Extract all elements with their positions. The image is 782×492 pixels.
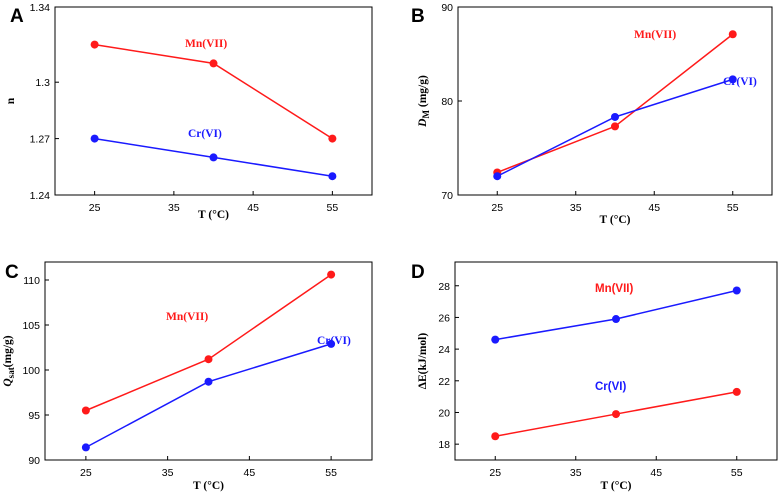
data-point (81, 406, 90, 415)
x-tick-label: 55 (731, 467, 743, 479)
x-tick-label: 45 (247, 202, 259, 214)
data-point (612, 410, 620, 419)
panel-letter: D (411, 262, 425, 283)
series-label: Mn(VII) (595, 283, 633, 295)
y-tick-label: 90 (441, 2, 453, 14)
y-axis-label-rest: (mg/g) (417, 75, 429, 110)
data-point (209, 59, 218, 68)
y-tick-label: 100 (22, 365, 40, 377)
data-point (491, 335, 500, 344)
data-point (327, 339, 336, 348)
series-line-mnvii (94, 43, 333, 140)
data-point (81, 443, 90, 452)
data-point (612, 315, 620, 324)
y-axis-label-main: Q (2, 378, 14, 386)
x-tick-label: 25 (80, 467, 92, 479)
y-tick-label: 1.3 (35, 77, 50, 89)
y-axis-label: DM (mg/g) (417, 75, 431, 128)
panel-letter: B (411, 6, 425, 27)
plot-frame (454, 261, 778, 461)
series-label: Cr(VI) (317, 335, 351, 347)
data-point (90, 40, 99, 49)
data-point (491, 432, 500, 441)
x-tick-label: 35 (570, 467, 582, 479)
x-tick-label: 35 (168, 202, 180, 214)
y-tick-label: 24 (438, 344, 450, 356)
plot-frame (44, 261, 373, 461)
data-point (732, 286, 741, 295)
series-label: Cr(VI) (188, 128, 222, 140)
y-axis-label: Qsat(mg/g) (2, 335, 16, 386)
series-label: Cr(VI) (595, 381, 626, 393)
panel-a: A 25 35 45 55 1.24 1.27 1.3 1.34 T (°C) n Mn(VII) Cr… (5, 2, 373, 221)
data-point (204, 355, 213, 364)
y-axis-label-rest: (mg/g) (2, 335, 14, 367)
x-tick-label: 35 (570, 202, 582, 214)
y-tick-label: 105 (22, 320, 40, 332)
series-label: Mn(VII) (634, 29, 676, 41)
x-axis-label: T (°C) (601, 480, 632, 492)
data-point (328, 172, 337, 181)
data-point (493, 172, 502, 181)
panel-c: C 25 35 45 55 90 95 100 105 110 T (°C) Qsat(mg/g) Mn… (2, 261, 373, 492)
series-line-mnvii (85, 273, 332, 412)
y-axis-label-sub: sat (6, 367, 16, 378)
data-point (327, 270, 336, 279)
x-tick-label: 25 (489, 467, 501, 479)
x-tick-label: 55 (325, 467, 337, 479)
y-tick-label: 18 (438, 439, 450, 451)
y-tick-label: 20 (438, 407, 450, 419)
data-point (611, 112, 619, 121)
data-point (728, 30, 737, 39)
y-tick-label: 1.27 (30, 134, 51, 146)
x-tick-label: 45 (650, 467, 662, 479)
panel-b: B 25 35 45 55 70 80 90 T (°C) DM (mg/g) Mn(VII) Cr(… (411, 2, 773, 226)
data-point (90, 134, 99, 143)
data-point (611, 122, 619, 131)
x-tick-label: 25 (89, 202, 101, 214)
series-label: Mn(VII) (166, 311, 208, 323)
y-tick-label: 70 (441, 190, 453, 202)
x-tick-label: 45 (648, 202, 660, 214)
data-point (732, 387, 741, 396)
x-tick-label: 55 (727, 202, 739, 214)
x-tick-label: 35 (162, 467, 174, 479)
x-axis-label: T (°C) (193, 480, 224, 492)
series-line-mnvii (496, 33, 734, 174)
series-label: Mn(VII) (185, 38, 227, 50)
data-point (204, 377, 213, 386)
y-tick-label: 28 (438, 281, 450, 293)
y-axis-label-main: D (417, 118, 429, 128)
x-tick-label: 25 (491, 202, 503, 214)
panel-d: D 25 35 45 55 18 20 22 24 26 28 T (°C) ΔE(kJ/mol) Mn(… (411, 261, 778, 492)
data-point (328, 134, 337, 143)
y-tick-label: 22 (438, 376, 450, 388)
y-tick-label: 1.24 (30, 190, 51, 202)
y-tick-label: 26 (438, 312, 450, 324)
series-label: Cr(VI) (723, 76, 757, 88)
y-axis-label-sub: M (421, 110, 431, 119)
data-point (209, 153, 218, 162)
y-tick-label: 95 (28, 410, 40, 422)
y-axis-label: ΔE(kJ/mol) (417, 333, 429, 390)
y-tick-label: 90 (28, 455, 40, 467)
panel-letter: C (5, 262, 19, 283)
y-tick-label: 1.34 (30, 2, 51, 14)
plot-frame (457, 6, 773, 196)
y-axis-label: n (5, 97, 17, 104)
y-tick-label: 80 (441, 96, 453, 108)
y-tick-label: 110 (23, 275, 40, 287)
data-point (728, 75, 737, 84)
plot-frame (54, 6, 373, 196)
x-tick-label: 55 (327, 202, 339, 214)
x-tick-label: 45 (244, 467, 256, 479)
x-axis-label: T (°C) (198, 209, 229, 221)
panel-letter: A (10, 6, 24, 27)
x-axis-label: T (°C) (600, 214, 631, 226)
